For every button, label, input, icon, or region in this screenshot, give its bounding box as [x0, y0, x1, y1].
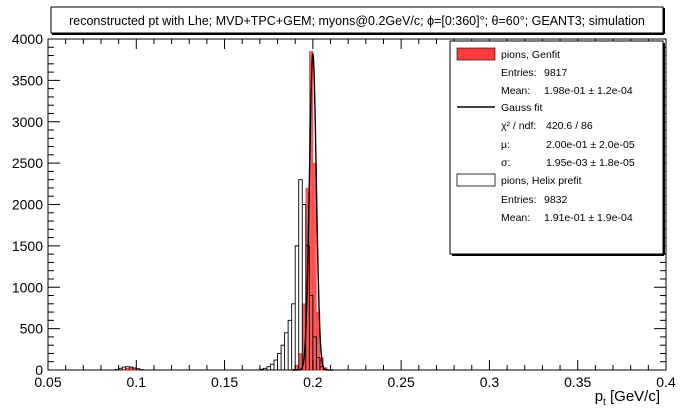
- gauss-fit-curve: [292, 52, 334, 371]
- chart-title: reconstructed pt with Lhe; MVD+TPC+GEM; …: [69, 14, 645, 28]
- histogram-outline-helix: [114, 179, 328, 371]
- legend-symbol-genfit: [456, 47, 496, 61]
- y-tick-label: 2500: [12, 155, 43, 171]
- y-tick-label: 3000: [12, 114, 43, 130]
- legend-label-helix: pions, Helix prefit: [501, 175, 582, 187]
- y-tick-label: 500: [20, 321, 44, 337]
- legend-stat-value: 2.00e-01 ± 2.0e-05: [546, 139, 635, 151]
- y-tick-label: 4000: [12, 31, 43, 47]
- x-axis-label-sub: t: [603, 397, 606, 408]
- legend-stat-value: 9832: [544, 194, 568, 206]
- x-tick-label: 0.05: [34, 374, 61, 390]
- legend-stat-label: Mean:: [501, 212, 530, 224]
- legend-stat-value: 420.6 / 86: [546, 120, 593, 132]
- y-tick-label: 3500: [12, 72, 43, 88]
- x-tick-label: 0.35: [564, 374, 591, 390]
- fit-layer: [292, 52, 334, 371]
- histogram-bar-genfit: [121, 368, 126, 371]
- legend-stat-value: 1.98e-01 ± 1.2e-04: [544, 85, 633, 97]
- x-tick-label: 0.25: [388, 374, 415, 390]
- legend-stat-label: μ:: [501, 139, 510, 151]
- y-tick-label: 2000: [12, 197, 43, 213]
- legend-label-gauss: Gauss fit: [501, 102, 543, 114]
- histogram-bar-genfit: [136, 368, 141, 371]
- histogram-bar-genfit: [128, 367, 134, 371]
- histogram-bar-genfit: [132, 368, 137, 371]
- histogram-bar-genfit: [294, 364, 299, 371]
- x-tick-label: 0.3: [480, 374, 500, 390]
- x-tick-label: 0.1: [127, 374, 147, 390]
- histogram-bar-genfit: [125, 368, 130, 371]
- y-tick-label: 0: [35, 362, 43, 378]
- legend-stat-label: Mean:: [501, 85, 530, 97]
- legend-stat-label: Entries:: [501, 67, 537, 79]
- legend-stat-label: χ² / ndf:: [501, 120, 536, 132]
- legend-stat-label: Entries:: [501, 194, 537, 206]
- legend-stat-value: 9817: [544, 67, 568, 79]
- x-tick-label: 0.2: [303, 374, 323, 390]
- x-axis-label-p: p: [595, 388, 603, 405]
- legend-stat-label: σ:: [501, 157, 510, 169]
- x-axis-label: pt [GeV/c]: [595, 388, 660, 408]
- histogram-bar-genfit: [312, 162, 317, 371]
- x-tick-label: 0.4: [656, 374, 676, 390]
- legend-symbol-helix: [456, 173, 496, 187]
- legend: pions, Genfit Entries: 9817 Mean: 1.98e-…: [449, 40, 665, 256]
- title-box: [50, 6, 664, 34]
- y-tick-label: 1500: [12, 238, 43, 254]
- y-tick-label: 1000: [12, 279, 43, 295]
- x-tick-label: 0.15: [211, 374, 238, 390]
- axis-layer: 0.05 0.1 0.15 0.2 0.25 0.3 0.35 0.4 0 500 1000 1500…: [12, 31, 676, 390]
- x-axis-label-unit: [GeV/c]: [606, 388, 660, 405]
- legend-stat-value: 1.91e-01 ± 1.9e-04: [544, 212, 633, 224]
- legend-label-genfit: pions, Genfit: [501, 49, 560, 61]
- legend-stat-value: 1.95e-03 ± 1.8e-05: [546, 157, 635, 169]
